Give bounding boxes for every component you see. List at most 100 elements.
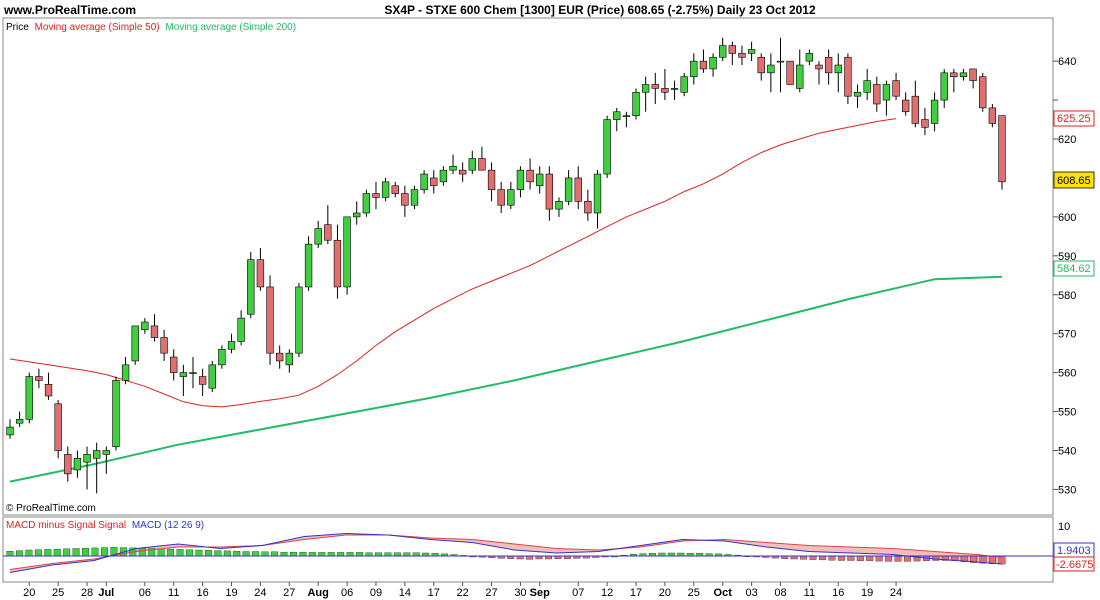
price-legend: Price Moving average (Simple 50) Moving … [6, 22, 296, 33]
candle-body [767, 64, 775, 74]
y-tick-label: 580 [1058, 290, 1076, 302]
candle [420, 170, 428, 194]
candle [892, 72, 900, 101]
candle [786, 60, 794, 85]
candle-body [632, 91, 640, 116]
candle-body [150, 325, 159, 338]
macd-hist-bar [356, 552, 364, 557]
candle-body [468, 158, 476, 171]
x-tick-label: 11 [804, 587, 815, 599]
x-tick-label: Aug [307, 587, 328, 599]
candle [699, 49, 708, 73]
x-tick-label: 17 [428, 587, 440, 599]
candle [661, 68, 669, 101]
candle-body [844, 56, 852, 97]
candle-body [882, 84, 891, 101]
candle [757, 53, 765, 81]
candle [439, 166, 448, 186]
x-tick-label: 22 [457, 587, 469, 599]
x-tick-label: 30 [514, 587, 526, 599]
candle-body [719, 45, 727, 58]
candle-body [670, 88, 679, 90]
candle-body [93, 450, 101, 459]
legend-ma200: Moving average (Simple 200) [165, 22, 296, 33]
candle-body [324, 224, 332, 241]
candle [237, 310, 245, 346]
macd-hist-bar [82, 548, 90, 557]
macd-hist-bar [318, 552, 326, 557]
candle-body [815, 64, 823, 70]
candle-body [507, 189, 515, 206]
candle [160, 329, 168, 361]
macd-legend-hist: MACD minus Signal Signal [6, 520, 126, 531]
x-tick-label: 06 [139, 587, 151, 599]
candle-body [430, 177, 438, 187]
candle-body [930, 99, 939, 124]
macd-hist-bar [261, 551, 269, 557]
candle [738, 45, 746, 66]
candle-body [247, 259, 255, 315]
macd-hist-bar [856, 555, 864, 561]
candle-body [25, 376, 33, 420]
candle [314, 220, 322, 249]
x-tick-label: 25 [688, 587, 700, 599]
candle [815, 61, 823, 85]
candle-body [179, 372, 188, 377]
macd-hist-bar [289, 551, 297, 557]
x-tick-label: 19 [225, 587, 237, 599]
candle-body [728, 45, 737, 54]
candle-body [796, 64, 804, 89]
x-tick-label: 20 [659, 587, 671, 599]
candle [555, 197, 563, 217]
candle-body [35, 376, 43, 381]
candle [468, 150, 476, 175]
candle [873, 76, 881, 112]
candle-body [863, 80, 871, 93]
candle-body [439, 169, 448, 183]
macd-hist-bar [138, 548, 146, 557]
candle [275, 345, 284, 369]
candle-body [526, 169, 534, 183]
candle-body [401, 193, 409, 206]
candle-body [892, 80, 900, 97]
candle-body [959, 72, 968, 78]
x-tick-label: 27 [485, 587, 497, 599]
x-tick-label: 24 [254, 587, 266, 599]
macd-hist-bar [875, 555, 883, 562]
candle-body [160, 337, 168, 354]
macd-hist-bar [242, 551, 250, 557]
candle [516, 166, 525, 198]
candle [304, 236, 313, 291]
candle [641, 76, 650, 112]
y-tick-label: 570 [1058, 329, 1076, 341]
macd-legend-macd: MACD (12 26 9) [132, 520, 204, 531]
x-tick-label: 09 [370, 587, 382, 599]
x-tick-label: 16 [196, 587, 208, 599]
candle [372, 181, 380, 210]
candle [141, 318, 149, 334]
candle [776, 37, 785, 93]
candle-body [64, 454, 72, 475]
macd-hist-bar [346, 552, 354, 557]
candle-body [449, 165, 457, 171]
site-name[interactable]: www.ProRealTime.com [3, 3, 136, 17]
candle-body [979, 76, 987, 109]
candle-body [391, 185, 399, 194]
candle [728, 41, 737, 66]
candle-body [275, 352, 284, 362]
x-tick-label: 11 [168, 587, 179, 599]
candle-body [757, 56, 765, 74]
candle [709, 53, 717, 77]
x-tick-label: 16 [832, 587, 844, 599]
candle-body [83, 454, 91, 463]
macd-hist-bar [25, 549, 33, 557]
candle [170, 349, 178, 381]
candle [487, 162, 496, 202]
candle-body [651, 84, 659, 89]
candle-body [314, 228, 322, 245]
candle [651, 72, 659, 104]
candle-body [536, 173, 544, 187]
candle-body [574, 177, 582, 202]
candle-body [988, 107, 997, 124]
candle-body [218, 348, 226, 366]
